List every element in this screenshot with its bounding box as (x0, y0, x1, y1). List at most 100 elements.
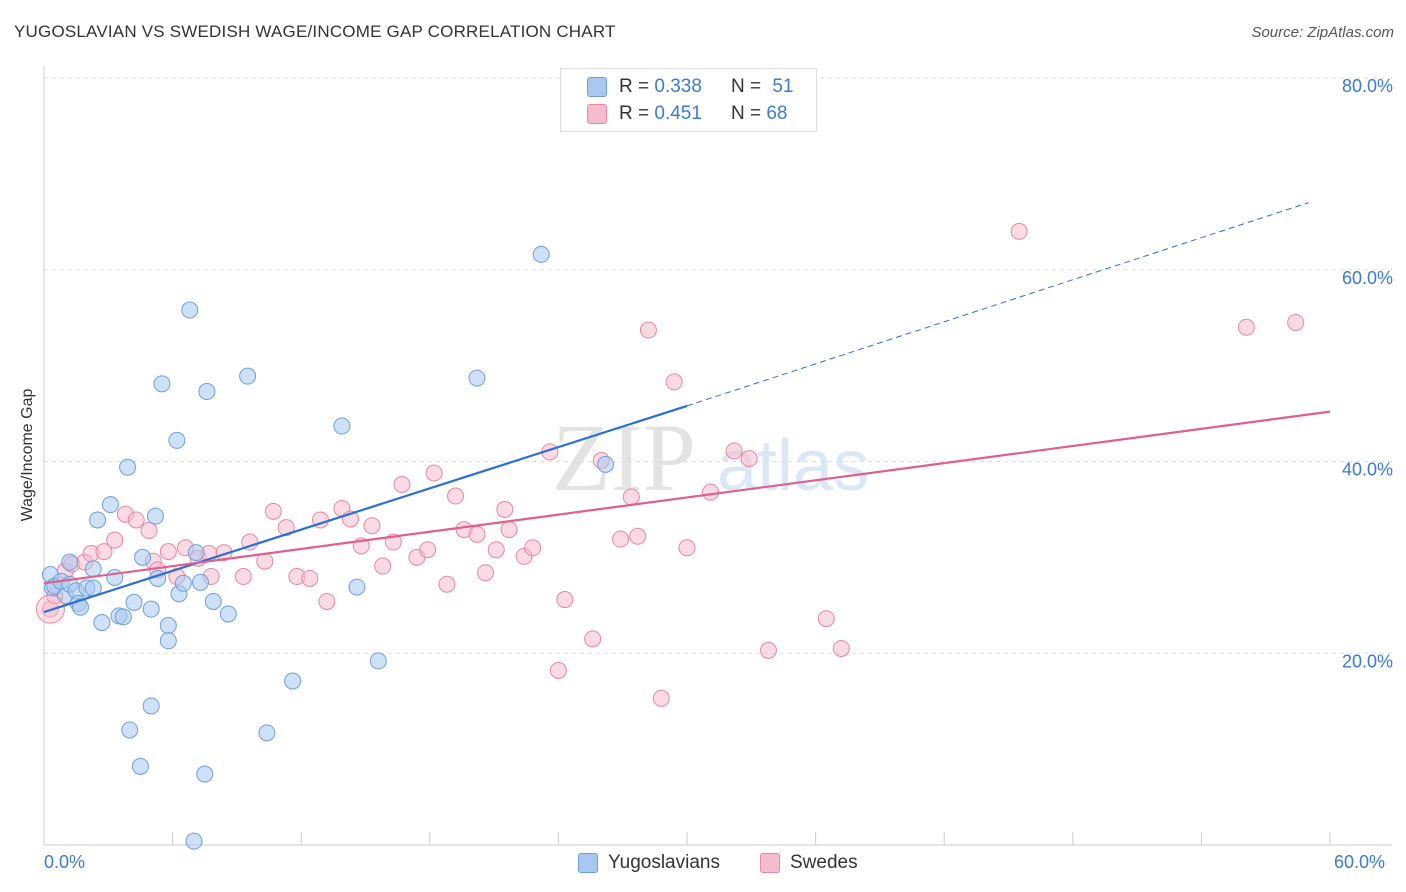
point-yugoslavians (196, 765, 214, 783)
trend-line-yugoslavians (43, 404, 688, 614)
point-yugoslavians (174, 574, 192, 592)
point-yugoslavians (258, 724, 276, 742)
y-tick-labels: 20.0% 40.0% 60.0% 80.0% (1342, 76, 1393, 671)
point-swedes (318, 592, 336, 610)
point-swedes (1287, 313, 1305, 331)
legend-row-swedes: R = 0.451 N = 68 (587, 102, 787, 126)
series-legend: Yugoslavians Swedes (0, 852, 1406, 876)
watermark-atlas: atlas (717, 426, 869, 506)
trend-line-swedes (43, 410, 1331, 585)
legend-swatch-yugoslavians (587, 77, 607, 97)
legend-label-swedes: Swedes (790, 852, 858, 873)
point-yugoslavians (84, 560, 102, 578)
x-tick-label-max: 60.0% (1334, 852, 1386, 872)
trend-lines (43, 202, 1331, 614)
point-yugoslavians (185, 832, 203, 850)
point-swedes (477, 564, 495, 582)
point-swedes (524, 539, 542, 557)
point-swedes (629, 527, 647, 545)
point-yugoslavians (369, 652, 387, 670)
point-yugoslavians (159, 616, 177, 634)
point-swedes (584, 630, 602, 648)
point-swedes (159, 543, 177, 561)
point-yugoslavians (333, 417, 351, 435)
point-yugoslavians (198, 383, 216, 401)
legend-item-yugoslavians[interactable]: Yugoslavians (578, 852, 720, 874)
point-yugoslavians (131, 757, 149, 775)
point-yugoslavians (219, 605, 237, 623)
data-points (35, 222, 1305, 850)
chart-title: YUGOSLAVIAN VS SWEDISH WAGE/INCOME GAP C… (14, 22, 616, 41)
y-tick-label: 80.0% (1342, 76, 1393, 96)
point-swedes (500, 521, 518, 539)
point-swedes (487, 541, 505, 559)
point-swedes (817, 610, 835, 628)
point-swedes (438, 575, 456, 593)
point-yugoslavians (146, 507, 164, 525)
point-swedes (447, 487, 465, 505)
point-yugoslavians (181, 301, 199, 319)
point-swedes (234, 568, 252, 586)
point-swedes (140, 522, 158, 540)
y-tick-label: 20.0% (1342, 651, 1393, 671)
point-yugoslavians (93, 614, 111, 632)
point-swedes (759, 641, 777, 659)
point-swedes (425, 464, 443, 482)
point-swedes (127, 511, 145, 529)
point-yugoslavians (168, 431, 186, 449)
point-swedes (1010, 222, 1028, 240)
point-swedes (702, 483, 720, 501)
point-swedes (374, 557, 392, 575)
point-swedes (612, 530, 630, 548)
legend-label-yugoslavians: Yugoslavians (608, 852, 720, 873)
point-swedes (622, 488, 640, 506)
legend-r-label: R = (619, 103, 650, 124)
point-swedes (301, 569, 319, 587)
point-swedes (832, 639, 850, 657)
point-yugoslavians (114, 608, 132, 626)
point-yugoslavians (142, 697, 160, 715)
point-swedes (468, 525, 486, 543)
stats-legend: R = 0.338 N = 51 R = 0.451 N = 68 (560, 68, 817, 132)
point-swedes (549, 662, 567, 680)
legend-swatch-swedes (587, 104, 607, 124)
point-yugoslavians (134, 548, 152, 566)
point-yugoslavians (187, 544, 205, 562)
point-swedes (725, 442, 743, 460)
point-yugoslavians (106, 569, 124, 587)
point-swedes (277, 519, 295, 537)
point-yugoslavians (159, 632, 177, 650)
legend-n-value: 51 (772, 76, 794, 97)
point-swedes (639, 321, 657, 339)
point-swedes (678, 539, 696, 557)
point-yugoslavians (348, 578, 366, 596)
point-swedes (241, 533, 259, 551)
legend-item-swedes[interactable]: Swedes (760, 852, 858, 874)
point-swedes (740, 450, 758, 468)
point-yugoslavians (61, 553, 79, 571)
point-yugoslavians (125, 593, 143, 611)
legend-n-label: N = (730, 103, 762, 124)
point-swedes (556, 591, 574, 609)
point-yugoslavians (468, 369, 486, 387)
legend-n-value: 68 (766, 103, 788, 124)
point-swedes (665, 373, 683, 391)
legend-swatch-swedes (760, 853, 780, 873)
trend-line-yugoslavians-extension (686, 202, 1309, 407)
legend-swatch-yugoslavians (578, 853, 598, 873)
legend-n-label: N = (730, 76, 762, 97)
gridlines (44, 77, 1392, 654)
legend-r-value: 0.338 (654, 76, 702, 97)
point-yugoslavians (204, 592, 222, 610)
source-credit: Source: ZipAtlas.com (1251, 24, 1394, 41)
point-swedes (652, 689, 670, 707)
point-yugoslavians (101, 496, 119, 514)
point-yugoslavians (153, 375, 171, 393)
point-yugoslavians (532, 245, 550, 263)
legend-row-yugoslavians: R = 0.338 N = 51 (587, 75, 793, 99)
point-yugoslavians (284, 672, 302, 690)
point-swedes (363, 517, 381, 535)
y-tick-label: 40.0% (1342, 460, 1393, 480)
point-yugoslavians (239, 367, 257, 385)
